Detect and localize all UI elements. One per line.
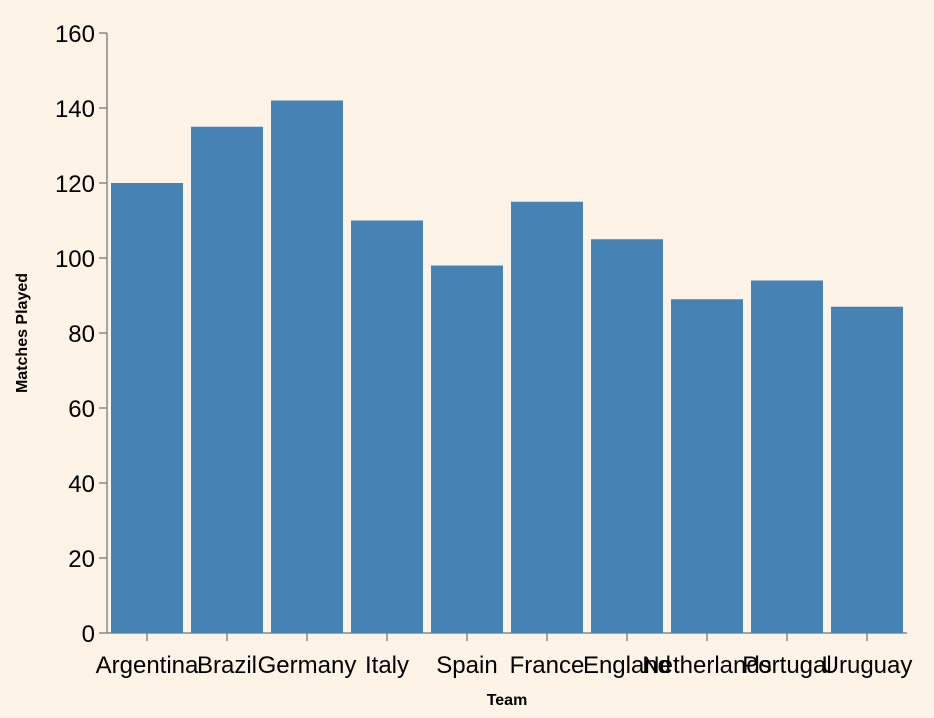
bar-brazil bbox=[191, 126, 263, 633]
bar-argentina bbox=[111, 183, 183, 633]
y-tick-label: 120 bbox=[55, 171, 95, 198]
bar-england bbox=[591, 239, 663, 633]
y-axis-title: Matches Played bbox=[14, 273, 31, 393]
bar-france bbox=[511, 201, 583, 633]
x-tick-label: Spain bbox=[436, 652, 497, 679]
bar-portugal bbox=[751, 280, 823, 633]
x-tick-label: England bbox=[583, 652, 671, 679]
x-tick-label: Portugal bbox=[742, 652, 831, 679]
y-tick-label: 40 bbox=[68, 471, 95, 498]
y-tick-label: 100 bbox=[55, 246, 95, 273]
bars bbox=[111, 100, 903, 633]
y-axis: 0 20 40 60 80 100 120 140 160 bbox=[55, 21, 108, 648]
x-tick-label: France bbox=[510, 652, 585, 679]
bar-italy bbox=[351, 220, 423, 633]
bar-uruguay bbox=[831, 306, 903, 633]
y-tick-label: 140 bbox=[55, 96, 95, 123]
x-tick-label: Uruguay bbox=[822, 652, 913, 679]
y-tick-label: 20 bbox=[68, 546, 95, 573]
x-tick-label: Argentina bbox=[96, 652, 199, 679]
bar-netherlands bbox=[671, 299, 743, 633]
y-tick-label: 160 bbox=[55, 21, 95, 48]
x-tick-label: Brazil bbox=[197, 652, 257, 679]
bar-spain bbox=[431, 265, 503, 633]
x-tick-label: Netherlands bbox=[642, 652, 771, 679]
x-tick-label: Germany bbox=[258, 652, 357, 679]
y-tick-label: 0 bbox=[82, 621, 95, 648]
y-tick-label: 60 bbox=[68, 396, 95, 423]
x-axis-title: Team bbox=[487, 692, 528, 709]
bar-germany bbox=[271, 100, 343, 633]
x-tick-label: Italy bbox=[365, 652, 409, 679]
y-tick-label: 80 bbox=[68, 321, 95, 348]
